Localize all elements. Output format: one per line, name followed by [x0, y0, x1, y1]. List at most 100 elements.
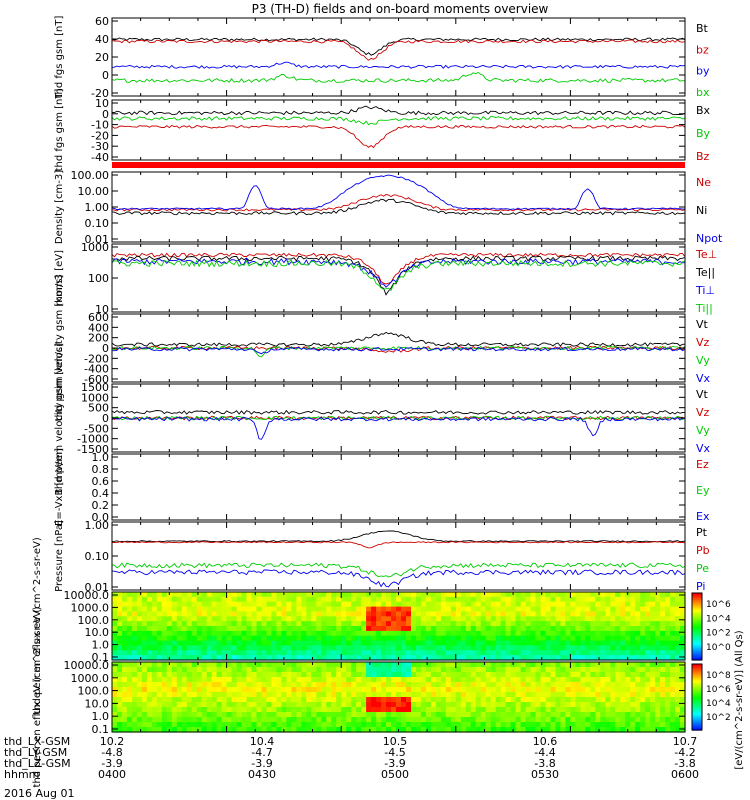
y-axis-label: thd peim velocity gsm [km/s] — [54, 275, 65, 422]
colorbar-segment — [692, 651, 702, 654]
legend-entry: Npot — [696, 232, 723, 245]
series-0-2 — [111, 61, 686, 69]
colorbar-segment — [692, 706, 702, 710]
legend-entry: Ti|| — [695, 302, 713, 315]
y-tick-label: 100 — [88, 272, 109, 285]
y-tick-label: 0 — [102, 342, 109, 355]
y-tick-label: -1000 — [77, 433, 109, 446]
y-tick-label: 0.01 — [85, 581, 110, 594]
x-axis-value: 0500 — [381, 768, 409, 781]
y-tick-label: 0.01 — [85, 233, 110, 246]
colorbar-segment — [692, 599, 702, 602]
legend-entry: Vy — [696, 424, 710, 437]
colorbar-segment — [692, 604, 702, 607]
colorbar-segment — [692, 658, 702, 661]
series-3-0 — [111, 252, 686, 285]
x-axis-value: -3.8 — [674, 757, 695, 770]
y-tick-label: -500 — [84, 422, 109, 435]
legend-entry: Pt — [696, 526, 708, 539]
colorbar-label: [eV/(cm^2-s-sr-eV)] (All Qs) — [734, 630, 745, 769]
series-5-1 — [111, 415, 686, 421]
legend-entry: Te|| — [695, 266, 715, 279]
x-axis-row-label: thd_LX-GSM — [4, 735, 70, 748]
y-tick-label: 1000 — [81, 241, 109, 254]
y-tick-label: -1500 — [77, 443, 109, 456]
colorbar-segment — [692, 611, 702, 614]
y-tick-label: 0.10 — [85, 217, 110, 230]
y-tick-label: 400 — [88, 321, 109, 334]
y-tick-label: 1.0 — [92, 451, 110, 464]
colorbar-segment — [692, 667, 702, 670]
colorbar-frame — [691, 592, 703, 661]
y-axis-label: Density [cm-3] — [54, 170, 65, 244]
panel-1: 60 40 20 0 -20 thd fgs gsm [nT] Bt bz by bx — [54, 15, 710, 100]
y-axis-label: thd fgs gsm [nT] — [54, 89, 65, 172]
legend-entry: Vz — [696, 406, 710, 419]
colorbar-segment — [692, 670, 702, 673]
colorbar-segment — [692, 669, 702, 672]
colorbar-segment — [692, 608, 702, 611]
colorbar-segment — [692, 626, 702, 629]
colorbar-segment — [692, 641, 702, 644]
y-tick-label: 40 — [95, 33, 109, 46]
colorbar-tick-label: 10^2 — [706, 629, 731, 639]
colorbar-tick-label: 10^0 — [706, 643, 731, 653]
series-2-1 — [111, 198, 686, 216]
y-tick-label: 1.00 — [85, 201, 110, 214]
y-tick-label: 1500 — [81, 381, 109, 394]
series-0-3 — [111, 71, 686, 83]
series-1-0 — [111, 105, 686, 116]
x-axis-value: 10.5 — [383, 735, 408, 748]
y-axis-label: mom3 [eV] — [54, 250, 65, 306]
legend-entry: Ne — [696, 176, 711, 189]
series-1-2 — [111, 124, 686, 149]
x-axis-row-label: hhmm — [4, 768, 39, 781]
y-tick-label: 20 — [95, 51, 109, 64]
y-axis-label: thd fgs gsm [nT] — [54, 16, 65, 99]
x-axis-value: 0530 — [531, 768, 559, 781]
colorbar-segment — [692, 718, 702, 721]
colorbar-segment — [692, 598, 702, 601]
colorbar-segment — [692, 624, 702, 628]
colorbar-segment — [692, 618, 702, 621]
colorbar-segment — [692, 682, 702, 685]
y-tick-label: -200 — [84, 352, 109, 365]
y-axis-label: thd peir en eflux eV (cm^2-s-sr-eV) — [32, 537, 43, 715]
colorbar-segment — [692, 713, 702, 716]
colorbar-segment — [692, 697, 702, 700]
colorbar-segment — [692, 677, 702, 680]
y-tick-label: 10000.0 — [64, 659, 110, 672]
panel-8: 1.00 0.10 0.01 Pressure [nPa] Pt Pb Pe Pi — [54, 519, 710, 594]
x-axis-value: 0400 — [98, 768, 126, 781]
y-tick-label: 1.0 — [92, 639, 110, 652]
y-tick-label: 10.0 — [85, 626, 110, 639]
series-3-3 — [111, 259, 686, 292]
y-tick-label: -20 — [91, 129, 109, 142]
colorbar-segment — [692, 690, 702, 693]
series-7-3 — [111, 569, 686, 588]
legend-entry: Pe — [696, 562, 709, 575]
y-tick-label: 10.00 — [78, 185, 110, 198]
x-axis-value: 10.2 — [100, 735, 125, 748]
series-5-3 — [111, 416, 686, 440]
legend-entry: Vt — [696, 318, 709, 331]
y-tick-label: 0.10 — [85, 550, 110, 563]
legend-entry: Ex — [696, 510, 710, 523]
legend-entry: Vy — [696, 354, 710, 367]
colorbar-segment — [692, 673, 702, 677]
colorbar-segment — [692, 687, 702, 690]
y-tick-label: 1000.0 — [71, 672, 110, 685]
y-tick-label: 0.2 — [92, 499, 110, 512]
colorbar-segment — [692, 643, 702, 646]
separator-band — [112, 162, 685, 168]
x-axis-value: -3.9 — [384, 757, 405, 770]
colorbar-segment — [692, 648, 702, 651]
x-axis-value: 0430 — [248, 768, 276, 781]
colorbar-segment — [692, 702, 702, 705]
y-tick-label: 10.0 — [85, 697, 110, 710]
x-axis-value: -4.8 — [101, 746, 122, 759]
legend-entry: Pi — [696, 580, 705, 593]
